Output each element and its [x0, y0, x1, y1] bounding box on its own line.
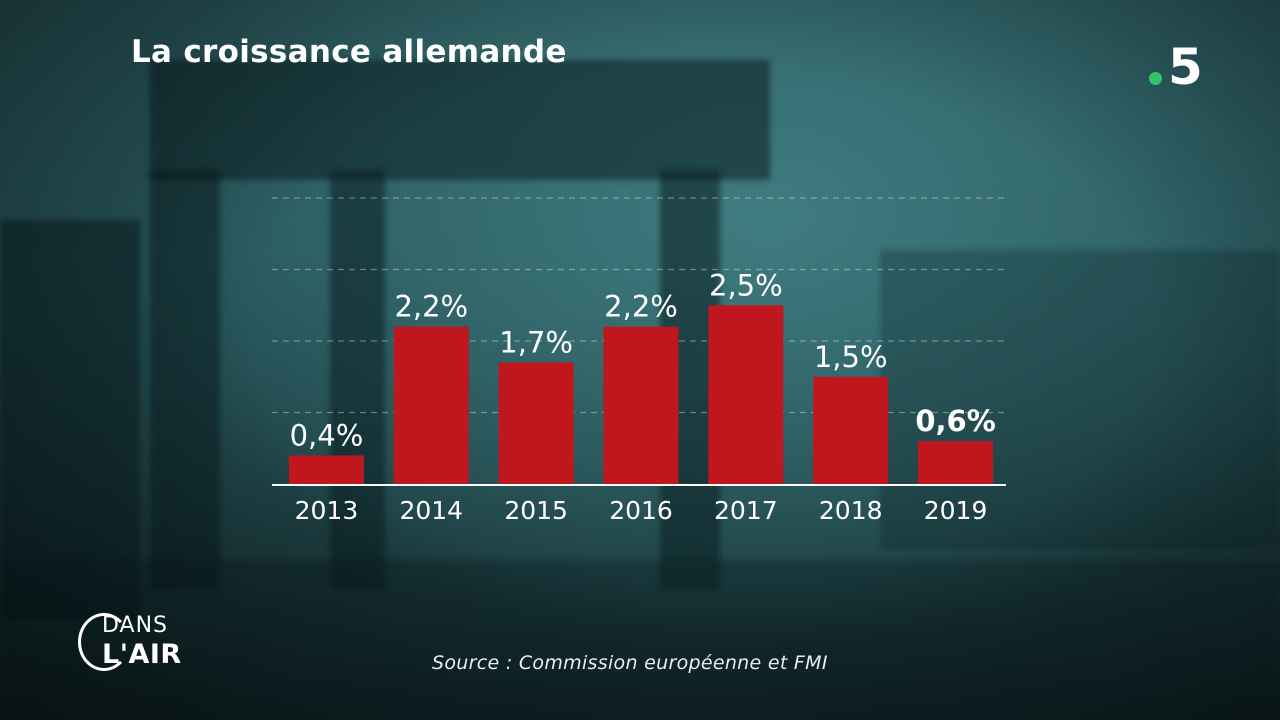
bar-2016 — [603, 326, 679, 484]
value-label-2014: 2,2% — [394, 290, 468, 324]
category-label-2019: 2019 — [924, 496, 988, 525]
logo-text-dans: DANS — [102, 613, 169, 638]
logo-arc-icon — [78, 613, 130, 671]
category-label-2016: 2016 — [609, 496, 673, 525]
logo-text-lair: L'AIR — [102, 639, 182, 670]
chart-labels: 0,4% 2013 2,2% 2014 1,7% 2015 2,2% 2016 2,5% 2017… — [290, 268, 996, 525]
chart-bars — [288, 305, 994, 484]
value-label-2013: 0,4% — [290, 418, 364, 452]
category-label-2013: 2013 — [295, 496, 359, 525]
bar-2019 — [918, 441, 994, 484]
category-label-2014: 2014 — [399, 496, 463, 525]
logo-number: 5 — [1168, 38, 1203, 96]
logo-dot-icon — [1149, 72, 1162, 85]
value-label-2016: 2,2% — [604, 290, 678, 324]
france5-logo: 5 — [1146, 42, 1208, 100]
bar-2015 — [498, 362, 574, 484]
chart-title: La croissance allemande — [131, 34, 567, 70]
category-label-2015: 2015 — [504, 496, 568, 525]
category-label-2018: 2018 — [819, 496, 883, 525]
bar-2013 — [288, 455, 364, 484]
value-label-2018: 1,5% — [814, 340, 888, 374]
value-label-2015: 1,7% — [499, 325, 573, 359]
source-caption: Source : Commission européenne et FMI — [432, 652, 828, 674]
category-label-2017: 2017 — [714, 496, 778, 525]
bar-2017 — [708, 305, 784, 484]
bar-2018 — [813, 376, 889, 484]
bar-2014 — [393, 326, 469, 484]
value-label-2019: 0,6% — [915, 404, 995, 438]
value-label-2017: 2,5% — [709, 268, 783, 302]
dans-lair-logo: DANS L'AIR — [78, 613, 218, 673]
